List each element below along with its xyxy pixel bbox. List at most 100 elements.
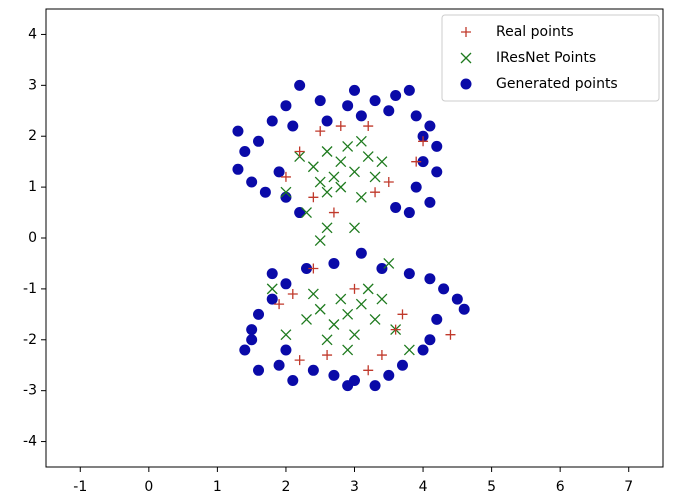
- point: [314, 235, 326, 247]
- point: [335, 181, 347, 193]
- point: [232, 163, 244, 175]
- legend-marker: [461, 27, 471, 37]
- point: [328, 369, 340, 381]
- point: [355, 298, 367, 310]
- legend-label: Generated points: [496, 76, 618, 92]
- y-tick-label: 4: [28, 26, 37, 42]
- point: [424, 334, 436, 346]
- point: [280, 329, 292, 341]
- point: [376, 156, 388, 168]
- point: [424, 120, 436, 132]
- point: [321, 334, 333, 346]
- point: [355, 135, 367, 147]
- point: [280, 171, 291, 182]
- x-tick-label: 5: [487, 479, 496, 495]
- point: [253, 364, 265, 376]
- legend: Real points IResNet Points Generated point…: [441, 14, 660, 102]
- point: [322, 350, 333, 361]
- point: [280, 186, 292, 198]
- y-tick-label: -2: [23, 332, 37, 348]
- y-tick-label: -1: [23, 281, 37, 297]
- point: [321, 146, 333, 157]
- point: [362, 151, 374, 163]
- point: [355, 191, 367, 203]
- point: [301, 313, 312, 325]
- point: [438, 283, 450, 295]
- point: [246, 324, 258, 336]
- point: [342, 308, 354, 320]
- y-tick-label: 1: [28, 179, 37, 195]
- point: [390, 90, 402, 102]
- point: [445, 329, 456, 340]
- point: [417, 130, 429, 142]
- point: [314, 303, 326, 315]
- point: [370, 187, 381, 198]
- point: [431, 313, 443, 325]
- point: [266, 115, 278, 127]
- x-tick-label: 2: [281, 479, 290, 495]
- point: [321, 222, 333, 234]
- point: [328, 257, 340, 269]
- y-tick-label: -3: [23, 383, 37, 399]
- point: [294, 207, 306, 219]
- point: [376, 293, 388, 305]
- point: [294, 146, 305, 157]
- point: [321, 115, 333, 127]
- point: [246, 176, 258, 188]
- point: [315, 126, 326, 137]
- point: [308, 192, 319, 203]
- point: [383, 369, 395, 381]
- point: [280, 100, 292, 112]
- point: [239, 145, 251, 157]
- point: [383, 177, 394, 188]
- point: [403, 344, 415, 356]
- legend-marker: [460, 78, 472, 90]
- point: [335, 293, 347, 305]
- point: [397, 309, 408, 320]
- point: [362, 283, 374, 295]
- y-tick-label: 0: [28, 230, 37, 246]
- point: [280, 278, 292, 290]
- point: [342, 140, 354, 152]
- point: [253, 135, 265, 147]
- y-tick-label: 3: [28, 77, 37, 93]
- point: [431, 140, 443, 152]
- point: [431, 166, 443, 178]
- point: [328, 319, 340, 330]
- point: [390, 324, 401, 335]
- point: [383, 257, 395, 269]
- point: [301, 207, 312, 219]
- point: [342, 380, 354, 392]
- legend-label: IResNet Points: [496, 50, 596, 66]
- point: [355, 110, 367, 122]
- legend-box: [441, 14, 660, 102]
- point: [253, 308, 265, 320]
- point: [274, 299, 285, 310]
- point: [349, 283, 360, 294]
- point: [451, 293, 463, 305]
- point: [376, 263, 388, 275]
- y-tick-label: -4: [23, 434, 37, 450]
- point: [390, 201, 402, 213]
- point: [308, 263, 319, 274]
- point: [259, 186, 271, 198]
- point: [287, 120, 299, 132]
- point: [363, 365, 374, 376]
- point: [314, 95, 326, 107]
- point: [328, 207, 339, 218]
- point: [307, 161, 319, 173]
- point: [403, 207, 415, 219]
- point: [266, 293, 278, 305]
- x-tick-label: -1: [73, 479, 87, 495]
- point: [349, 84, 360, 96]
- y-tick-label: 2: [28, 128, 37, 144]
- legend-marker: [460, 52, 472, 64]
- point: [410, 181, 422, 193]
- point: [349, 222, 360, 234]
- x-tick-label: 4: [419, 479, 428, 495]
- point: [328, 171, 340, 183]
- point: [266, 283, 278, 295]
- legend-label: Real points: [496, 24, 574, 40]
- point: [383, 105, 395, 117]
